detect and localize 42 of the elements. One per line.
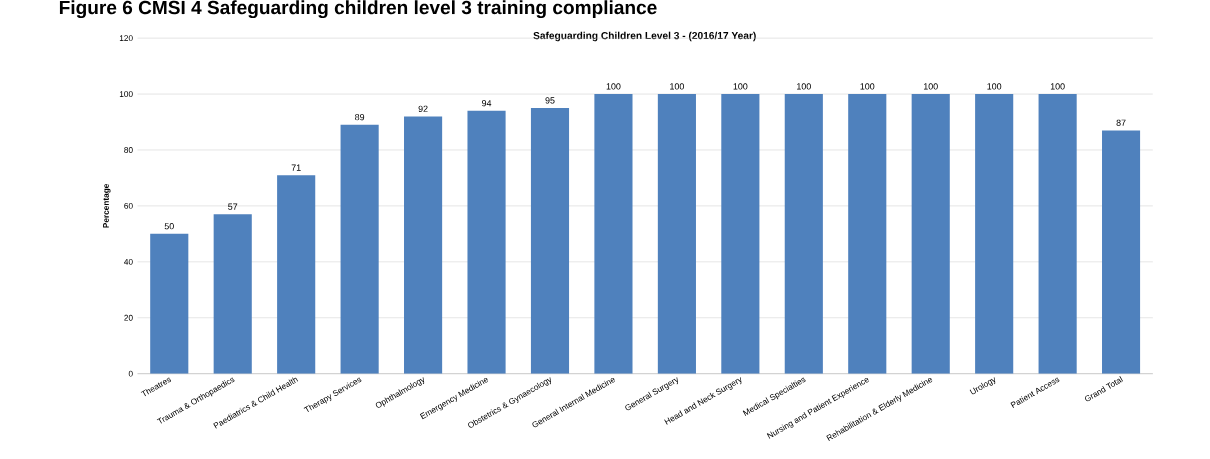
y-tick-label: 0	[128, 371, 133, 377]
data-label: 100	[860, 83, 875, 90]
bar	[340, 125, 379, 374]
data-label: 50	[164, 223, 174, 230]
y-tick-label: 20	[124, 315, 133, 321]
data-label: 100	[670, 83, 684, 90]
bar	[594, 94, 633, 374]
data-label: 94	[482, 100, 492, 107]
chart-title: Figure 6 CMSI 4 Safeguarding children level 3 training compliance	[59, 0, 657, 19]
bar	[657, 94, 696, 374]
data-label: 71	[291, 164, 301, 171]
bar	[848, 94, 887, 374]
bar	[277, 175, 316, 374]
bar	[530, 108, 570, 374]
data-label: 100	[606, 83, 621, 90]
chart-subtitle: Safeguarding Children Level 3 - (2016/17 Year)	[533, 31, 756, 42]
bar	[1102, 130, 1141, 374]
y-tick-label: 80	[124, 147, 133, 154]
bar	[467, 111, 506, 374]
data-label: 100	[1050, 83, 1065, 90]
data-label: 100	[733, 83, 748, 90]
y-tick-label: 60	[124, 203, 133, 210]
data-label: 92	[418, 105, 428, 113]
bar	[784, 94, 823, 374]
bar	[150, 234, 189, 374]
data-label: 100	[987, 83, 1002, 90]
data-label: 87	[1116, 119, 1126, 127]
bar	[213, 214, 252, 374]
bar	[911, 94, 950, 374]
y-tick-label: 100	[119, 91, 133, 98]
data-label: 95	[545, 97, 555, 104]
bar	[1038, 94, 1077, 374]
bar	[404, 116, 443, 374]
bar	[721, 94, 760, 374]
y-axis-title: Percentage	[103, 184, 111, 228]
data-label: 57	[228, 203, 238, 211]
bar	[975, 94, 1014, 374]
data-label: 89	[355, 114, 365, 121]
data-label: 100	[923, 83, 938, 90]
y-tick-label: 120	[119, 35, 133, 42]
y-tick-label: 40	[124, 259, 133, 265]
data-label: 100	[797, 83, 811, 90]
